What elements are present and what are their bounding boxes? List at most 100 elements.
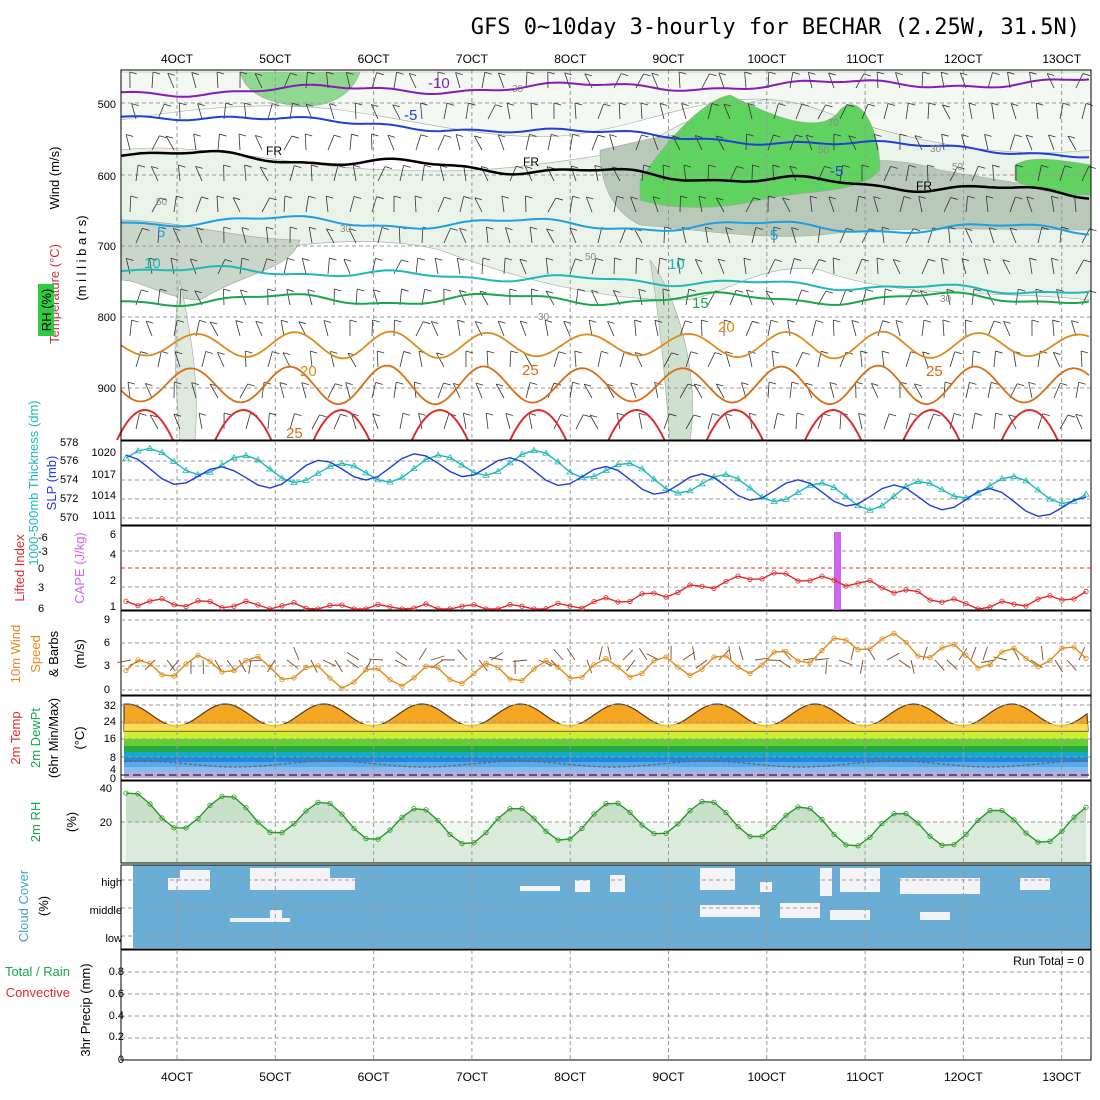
barb-flag <box>498 320 506 324</box>
barb <box>1051 196 1055 213</box>
wind10-speed-point <box>687 672 693 679</box>
barb <box>525 134 530 151</box>
barb <box>787 320 791 337</box>
barb <box>789 72 794 89</box>
thickness-line-point <box>602 466 610 473</box>
barb-flag <box>746 289 754 293</box>
barb-flag <box>953 413 962 416</box>
barb-flag <box>744 71 752 75</box>
barb-flag <box>402 412 411 416</box>
barb <box>349 196 355 213</box>
pr-tick-02: 0.2 <box>109 1031 124 1043</box>
wind10-speed-point <box>1047 657 1053 664</box>
barb-flag <box>475 321 483 324</box>
barb-flag <box>546 228 554 232</box>
precip-panel: Run Total = 0 0.8 0.6 0.4 0.2 0 Total / … <box>5 949 1092 1066</box>
wind10-barb <box>144 659 156 671</box>
barb-flag <box>718 258 726 262</box>
temp-band-6 <box>124 767 1088 772</box>
barb-flag <box>782 197 790 201</box>
barb <box>497 134 505 151</box>
barb <box>157 289 161 306</box>
lifted-index-point <box>207 598 213 605</box>
barb-flag <box>967 195 975 199</box>
barb <box>574 103 577 120</box>
barb-flag <box>546 257 554 261</box>
barb <box>1067 135 1077 151</box>
lifted-index-point <box>639 591 645 597</box>
barb <box>217 352 225 368</box>
barb <box>415 134 422 151</box>
barb <box>418 413 423 430</box>
cloud-gap-16 <box>780 903 820 918</box>
barb-flag <box>986 195 994 199</box>
lifted-index-point <box>723 578 729 585</box>
barb-flag <box>279 382 287 385</box>
lifted-index-point <box>819 573 825 579</box>
rh2-point <box>243 805 249 811</box>
wind10-barb <box>993 656 1008 661</box>
barb <box>685 414 695 430</box>
barb-flag <box>167 72 175 76</box>
cloud-gap-9 <box>820 868 832 896</box>
barb-flag <box>238 133 247 137</box>
thickness-line-point <box>362 469 370 476</box>
barb <box>244 165 247 182</box>
barb-flag <box>885 288 893 292</box>
barb-flag <box>455 134 464 137</box>
wind10-barb <box>778 659 791 669</box>
barb-flag <box>575 258 583 262</box>
x-label-top-8: 12OCT <box>944 52 983 66</box>
barb-flag <box>641 134 649 138</box>
barb <box>307 289 313 306</box>
thickness-line-point <box>290 478 298 486</box>
barb-flag <box>414 381 422 385</box>
barb-flag <box>530 226 538 230</box>
barb-flag <box>873 196 881 200</box>
barb <box>481 72 486 89</box>
barb-flag <box>1026 196 1034 200</box>
barb-flag <box>326 71 334 75</box>
wind10-barb <box>267 659 276 673</box>
ylabel-2m-temp: 2m Temp <box>8 711 23 764</box>
barb <box>346 72 351 89</box>
barb <box>588 320 593 337</box>
barb <box>1003 321 1011 337</box>
wind10-speed-point <box>1023 655 1029 661</box>
barb-flag <box>529 133 537 137</box>
li-tick-0: 0 <box>38 563 44 575</box>
barb-flag <box>828 72 836 76</box>
barb-flag <box>694 383 702 387</box>
wind10-speed-point <box>951 641 957 647</box>
rh2-point <box>879 820 885 827</box>
barb <box>232 197 241 213</box>
barb <box>597 227 603 244</box>
barb-flag <box>1008 414 1016 418</box>
barb <box>505 413 511 430</box>
barb-flag <box>191 382 199 385</box>
barb-flag <box>923 319 932 323</box>
rh2-point <box>147 801 153 807</box>
barb-flag <box>348 228 357 232</box>
wind10-speed-point <box>975 665 981 671</box>
barb-flag <box>305 103 314 107</box>
barb-flag <box>671 352 679 356</box>
barb-flag <box>903 196 912 199</box>
barb-flag <box>736 289 744 293</box>
barb <box>747 103 753 120</box>
barb-flag <box>1041 164 1049 168</box>
contour-30-5 <box>607 409 666 441</box>
barb-flag <box>630 196 638 200</box>
contour-30-8 <box>902 409 961 441</box>
temperature-bands <box>121 703 1091 778</box>
rh2-point <box>471 840 477 846</box>
barb-flag <box>302 258 310 261</box>
barb-flag <box>481 166 489 169</box>
barb-flag <box>1025 134 1034 138</box>
wind10-speed-point <box>399 683 405 689</box>
thickness-line-point <box>158 448 166 456</box>
thickness-line-point <box>854 501 862 509</box>
wind10-barb <box>728 646 732 661</box>
barb-flag <box>881 226 890 230</box>
barb <box>399 413 404 430</box>
